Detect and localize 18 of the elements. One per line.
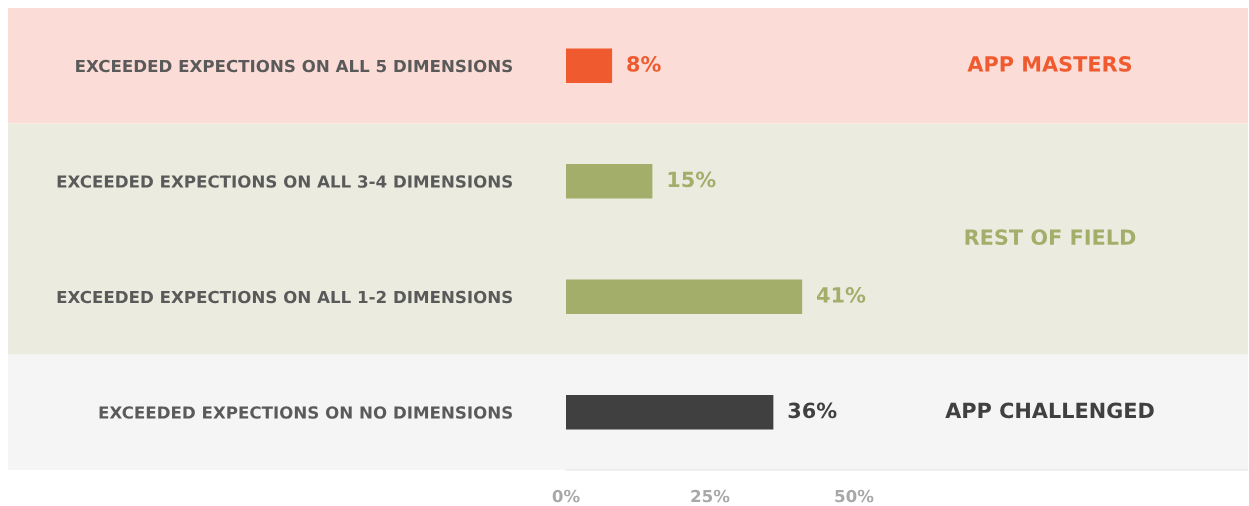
y-tick-label: EXCEEDED EXPECTIONS ON ALL 1-2 DIMENSIONS	[57, 290, 512, 304]
data-label: 36%	[788, 402, 837, 419]
x-tick-label: 25%	[691, 489, 730, 503]
y-tick-label: EXCEEDED EXPECTIONS ON NO DIMENSIONS	[99, 406, 512, 419]
bar	[566, 279, 803, 315]
band-label: REST OF FIELD	[965, 229, 1136, 246]
x-tick-label: 0%	[552, 489, 580, 503]
bar	[566, 394, 774, 430]
band-label: APP MASTERS	[967, 56, 1132, 72]
data-label: 41%	[816, 287, 866, 303]
bar	[566, 163, 653, 199]
data-label: 15%	[668, 171, 716, 188]
band-label: APP CHALLENGED	[945, 402, 1154, 419]
data-label: 8%	[627, 56, 661, 72]
y-tick-label: EXCEEDED EXPECTIONS ON ALL 3-4 DIMENSIONS	[57, 175, 512, 188]
x-tick-label: 50%	[835, 489, 874, 503]
y-tick-label: EXCEEDED EXPECTIONS ON ALL 5 DIMENSIONS	[76, 59, 512, 73]
bar	[566, 48, 613, 84]
